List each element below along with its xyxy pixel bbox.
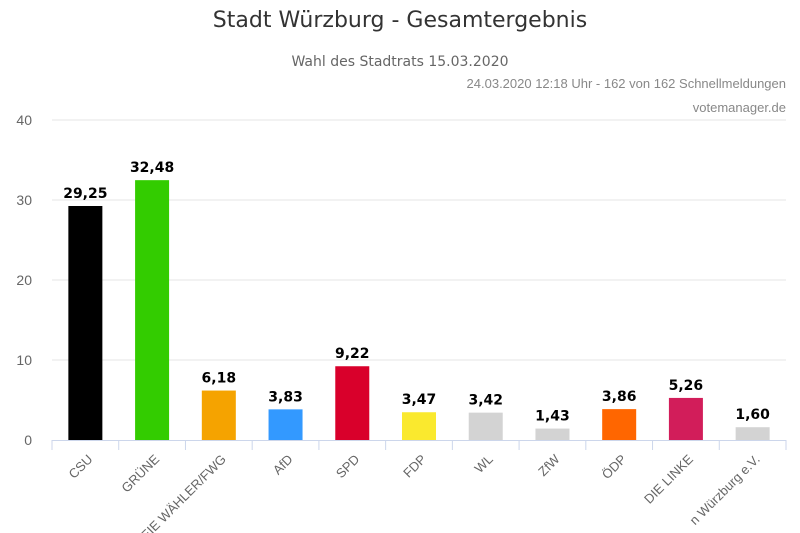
y-tick-label: 40 <box>16 112 32 128</box>
x-tick-label: FDP <box>400 452 429 481</box>
bar-wl <box>468 412 503 440</box>
bar-csu <box>68 206 103 440</box>
x-tick-label: GRÜNE <box>118 451 162 495</box>
y-tick-label: 0 <box>24 432 32 448</box>
data-label: 6,18 <box>202 371 237 387</box>
data-label: 1,60 <box>735 407 770 423</box>
data-label: 32,48 <box>130 160 174 176</box>
data-label: 5,26 <box>669 378 704 394</box>
data-label: 3,86 <box>602 389 637 405</box>
bar-spd <box>335 366 370 440</box>
data-label: 1,43 <box>535 409 570 425</box>
bar-die-linke <box>668 397 703 440</box>
y-tick-label: 10 <box>16 352 32 368</box>
x-tick-label: AfD <box>270 452 296 478</box>
data-label: 3,47 <box>402 392 437 408</box>
bar-n-würzburg-e-v- <box>735 427 770 440</box>
y-tick-label: 20 <box>16 272 32 288</box>
bar-freie-wähler-fwg <box>201 390 236 440</box>
x-tick-label: ZfW <box>535 451 563 479</box>
x-tick-label: SPD <box>333 452 363 482</box>
x-tick-label: WL <box>471 452 495 476</box>
data-label: 9,22 <box>335 346 370 362</box>
x-tick-label: n Würzburg e.V. <box>687 452 763 528</box>
x-tick-label: CSU <box>65 452 95 482</box>
footer-source[interactable]: votemanager.de <box>692 100 786 115</box>
bar-ödp <box>602 409 637 440</box>
data-label: 3,42 <box>468 393 503 409</box>
x-tick-label: DIE LINKE <box>641 451 696 506</box>
footer-status: 24.03.2020 12:18 Uhr - 162 von 162 Schne… <box>466 76 786 91</box>
data-label: 29,25 <box>63 186 107 202</box>
x-tick-label: ÖDP <box>599 452 630 483</box>
data-label: 3,83 <box>268 389 303 405</box>
bar-grüne <box>135 180 170 440</box>
chart-title: Stadt Würzburg - Gesamtergebnis <box>212 8 588 33</box>
chart-subtitle: Wahl des Stadtrats 15.03.2020 <box>291 54 509 70</box>
bar-zfw <box>535 428 570 440</box>
bar-fdp <box>402 412 436 440</box>
bar-afd <box>268 409 303 440</box>
y-tick-label: 30 <box>16 192 32 208</box>
